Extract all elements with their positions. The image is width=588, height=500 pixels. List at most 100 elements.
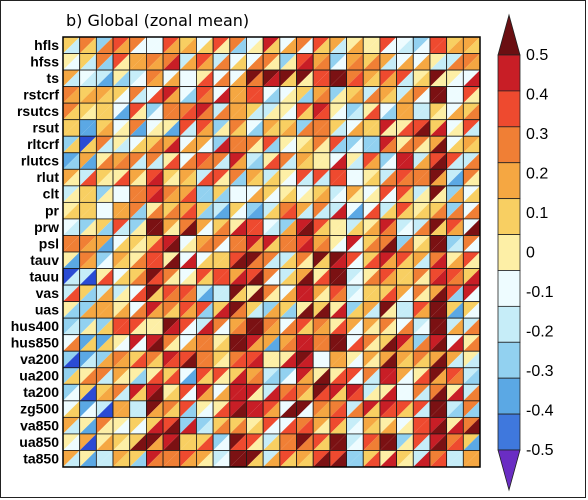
heatmap-cell-upper <box>79 351 97 368</box>
heatmap-cell-lower <box>263 450 280 467</box>
heatmap-cell-upper <box>63 152 80 170</box>
heatmap-cell-lower <box>179 103 197 120</box>
heatmap-cell-lower <box>379 103 397 120</box>
row-label-rltcrf: rltcrf <box>27 136 59 152</box>
heatmap-cell-lower <box>146 433 164 451</box>
heatmap-cell-upper <box>429 384 447 401</box>
heatmap-cell-lower <box>146 152 164 170</box>
heatmap-cell-upper <box>179 218 197 236</box>
heatmap-cell-lower <box>413 433 430 451</box>
heatmap-cell-lower <box>129 450 147 467</box>
heatmap-cell-upper <box>279 384 297 401</box>
heatmap-cell-lower <box>313 218 330 236</box>
heatmap-cell-lower <box>96 351 114 368</box>
heatmap-cell-lower <box>129 235 147 252</box>
heatmap-cell-lower <box>196 86 214 104</box>
heatmap-cell-upper <box>63 169 80 186</box>
heatmap-cell-upper <box>329 169 347 186</box>
heatmap-cell-lower <box>313 185 330 203</box>
heatmap-cell-lower <box>246 433 264 451</box>
heatmap-cell-lower <box>196 268 214 286</box>
heatmap-cell-lower <box>113 285 130 302</box>
heatmap-cell-lower <box>279 285 297 302</box>
heatmap-cell-lower <box>463 450 480 467</box>
heatmap-cell-lower <box>263 285 280 302</box>
heatmap-cell-lower <box>113 318 130 335</box>
heatmap-cell-upper <box>63 119 80 137</box>
heatmap-cell-upper <box>296 136 314 153</box>
heatmap-cell-lower <box>79 235 97 252</box>
heatmap-cell-lower <box>329 103 347 120</box>
heatmap-cell-upper <box>429 37 447 54</box>
heatmap-cell-lower <box>196 351 214 368</box>
heatmap-cell-upper <box>313 86 330 104</box>
heatmap-cell-lower <box>429 318 447 335</box>
heatmap-cell-upper <box>179 136 197 153</box>
heatmap-cell-upper <box>229 169 247 186</box>
heatmap-cell-lower <box>379 400 397 418</box>
row-label-va850: va850 <box>20 417 59 433</box>
heatmap-cell-upper <box>179 450 197 467</box>
heatmap-cell-upper <box>296 334 314 352</box>
heatmap-cell-lower <box>396 169 414 186</box>
heatmap-cell-upper <box>246 268 264 286</box>
heatmap-cell-upper <box>146 450 164 467</box>
heatmap-cell-lower <box>246 235 264 252</box>
heatmap-cell-upper <box>363 433 380 451</box>
heatmap-cell-lower <box>363 185 380 203</box>
heatmap-cell-upper <box>263 235 280 252</box>
heatmap-cell-lower <box>63 384 80 401</box>
heatmap-cell-upper <box>63 400 80 418</box>
colorbar-tick-label: -0.2 <box>526 324 554 341</box>
heatmap-cell-lower <box>413 202 430 219</box>
heatmap-cell-upper <box>246 318 264 335</box>
heatmap-cell-lower <box>396 285 414 302</box>
heatmap-cell-upper <box>96 152 114 170</box>
heatmap-cell-lower <box>396 235 414 252</box>
heatmap-cell-upper <box>146 318 164 335</box>
heatmap-cell-lower <box>396 367 414 385</box>
heatmap-cell-lower <box>129 103 147 120</box>
heatmap-cell-lower <box>296 202 314 219</box>
heatmap-cell-lower <box>129 169 147 186</box>
heatmap-cell-lower <box>313 37 330 54</box>
heatmap-cell-upper <box>146 384 164 401</box>
row-label-rlutcs: rlutcs <box>21 153 59 169</box>
heatmap-cell-lower <box>146 119 164 137</box>
heatmap-cell-upper <box>196 202 214 219</box>
heatmap-cell-upper <box>446 152 464 170</box>
heatmap-cell-upper <box>213 268 230 286</box>
heatmap-cell-upper <box>363 152 380 170</box>
heatmap-cell-lower <box>146 103 164 120</box>
heatmap-cell-lower <box>163 103 180 120</box>
heatmap-cell-lower <box>279 169 297 186</box>
heatmap-cell-upper <box>179 268 197 286</box>
heatmap-cell-upper <box>113 351 130 368</box>
heatmap-cell-upper <box>413 268 430 286</box>
heatmap-cell-lower <box>96 235 114 252</box>
heatmap-cell-lower <box>63 218 80 236</box>
colorbar-tick-label: 0.3 <box>526 126 548 143</box>
heatmap-cell-lower <box>346 70 364 87</box>
heatmap-cell-lower <box>179 367 197 385</box>
heatmap-cell-lower <box>429 37 447 54</box>
heatmap-cell-lower <box>113 86 130 104</box>
heatmap-cell-lower <box>79 351 97 368</box>
heatmap-cell-lower <box>179 301 197 319</box>
heatmap-cell-lower <box>263 384 280 401</box>
heatmap-cell-lower <box>363 367 380 385</box>
heatmap-cell-lower <box>346 318 364 335</box>
heatmap-cell-lower <box>446 119 464 137</box>
heatmap-cell-lower <box>63 367 80 385</box>
heatmap-cell-lower <box>279 351 297 368</box>
heatmap-cell-upper <box>346 433 364 451</box>
heatmap-cell-lower <box>96 119 114 137</box>
heatmap-cell-upper <box>113 252 130 269</box>
heatmap-cell-upper <box>446 235 464 252</box>
heatmap-cell-upper <box>279 103 297 120</box>
heatmap-cell-lower <box>179 202 197 219</box>
heatmap-cell-lower <box>246 70 264 87</box>
heatmap-cell-lower <box>463 351 480 368</box>
heatmap-cell-lower <box>196 384 214 401</box>
heatmap-cell-lower <box>363 70 380 87</box>
